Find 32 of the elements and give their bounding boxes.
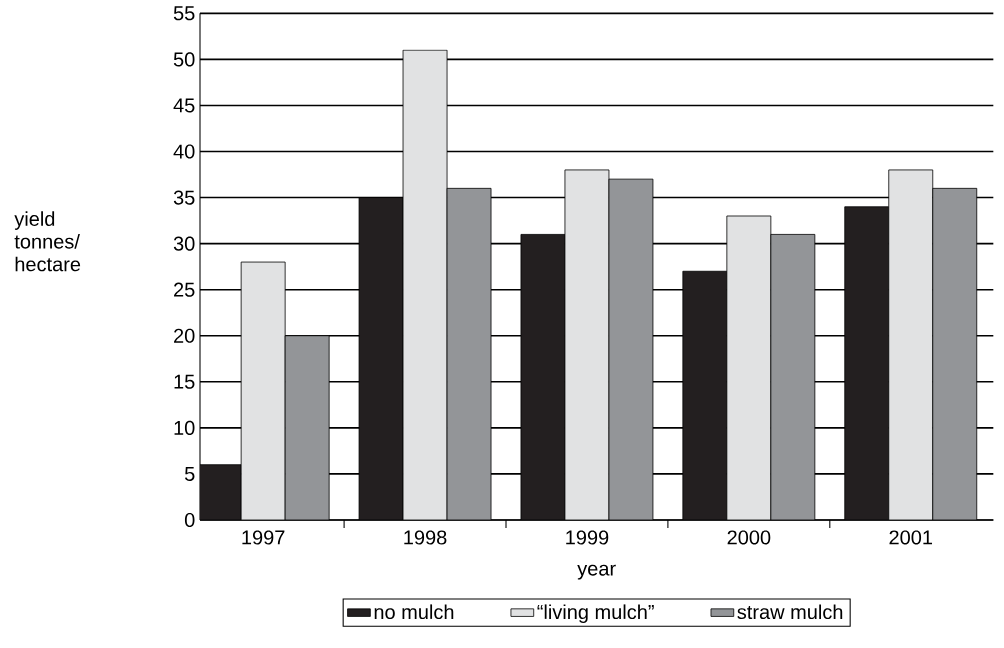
- x-tick-label: 2000: [727, 530, 771, 545]
- y-tick-label: 35: [173, 190, 195, 205]
- y-tick-label: 5: [184, 466, 195, 481]
- y-tick-label: 45: [173, 98, 195, 113]
- bar: [888, 169, 934, 520]
- y-tick-label: 55: [173, 6, 195, 21]
- bar: [608, 179, 653, 520]
- y-tick-label: 50: [173, 52, 195, 67]
- y-tick-label: 0: [184, 512, 195, 528]
- y-tick-label: 30: [173, 236, 195, 251]
- bar: [564, 169, 609, 520]
- y-tick-label: 20: [174, 328, 195, 343]
- bar: [726, 215, 771, 520]
- bar: [932, 187, 978, 520]
- x-tick-label: 1998: [404, 530, 447, 545]
- y-tick-label: 10: [174, 420, 195, 435]
- legend-label: “living mulch”: [537, 604, 654, 624]
- legend-label: straw mulch: [737, 604, 843, 620]
- x-tick-label: 2001: [889, 530, 933, 545]
- legend-label: no mulch: [374, 604, 454, 620]
- y-tick-label: 40: [173, 144, 195, 159]
- bar: [285, 335, 330, 520]
- bar: [403, 50, 448, 520]
- x-axis-title: year: [577, 564, 616, 580]
- bar: [241, 262, 286, 520]
- x-tick-label: 1997: [242, 530, 285, 545]
- x-tick-label: 1999: [566, 530, 609, 545]
- y-tick-label: 15: [174, 374, 195, 389]
- y-axis-title: yield tonnes/ hectare: [14, 211, 81, 272]
- bar: [447, 188, 492, 520]
- bar: [770, 234, 815, 520]
- y-tick-label: 25: [174, 282, 195, 297]
